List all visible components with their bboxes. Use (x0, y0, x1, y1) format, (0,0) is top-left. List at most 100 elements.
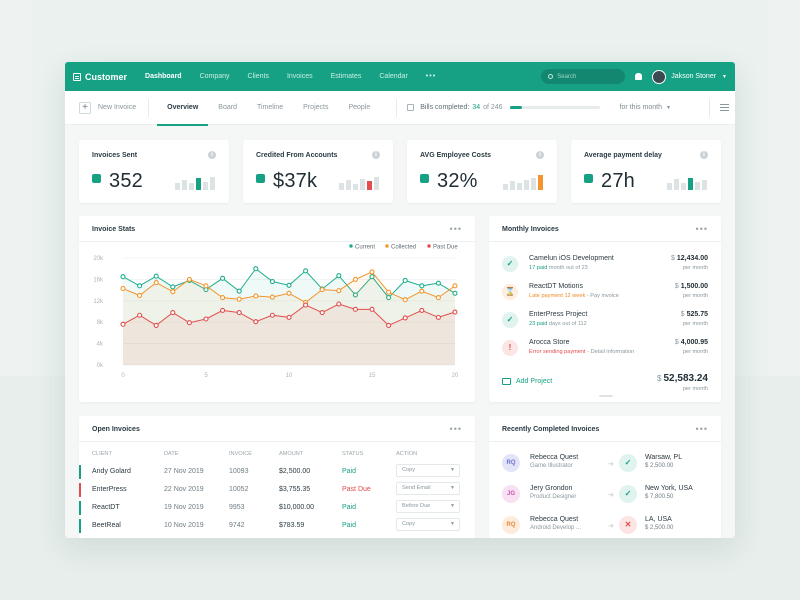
nav-clients[interactable]: Clients (247, 73, 269, 80)
action-select[interactable]: Copy ▼ (396, 464, 460, 477)
data-point[interactable] (352, 306, 358, 312)
table-row[interactable]: Andy Golard 27 Nov 2019 10093 $2,500.00 Paid… (79, 463, 475, 481)
table-row[interactable]: ReactDT 19 Nov 2019 9953 $10,000.00 Paid Befo… (79, 499, 475, 517)
monthly-invoice-item[interactable]: ✓ EnterPress Project 23 paid days out of 1… (502, 311, 708, 337)
kpi-card-credited[interactable]: Credited From Accounts i $37k (243, 140, 393, 203)
data-point[interactable] (369, 306, 375, 312)
data-point[interactable] (435, 295, 441, 301)
data-point[interactable] (419, 283, 425, 289)
scroll-indicator[interactable] (599, 395, 613, 397)
info-icon[interactable]: i (208, 151, 216, 159)
nav-company[interactable]: Company (199, 73, 230, 80)
data-point[interactable] (452, 290, 458, 296)
data-point[interactable] (203, 316, 209, 322)
tab-people[interactable]: People (348, 104, 371, 111)
data-point[interactable] (303, 302, 309, 308)
monthly-invoice-item[interactable]: ⌛ ReactDT Motions Late payment 12 week - P… (502, 283, 708, 309)
data-point[interactable] (170, 289, 176, 295)
data-point[interactable] (369, 274, 375, 280)
status-detail[interactable]: - Detail information (585, 349, 635, 355)
monthly-invoice-item[interactable]: ✓ Camelun iOS Development 17 paid month ou… (502, 255, 708, 281)
bell-icon[interactable] (635, 73, 643, 80)
data-point[interactable] (386, 289, 392, 295)
recent-invoice-item[interactable]: RQ Rebecca Quest Game Illustrator ➜ ✓ Warsaw,… (502, 452, 708, 480)
info-icon[interactable]: i (372, 151, 380, 159)
data-point[interactable] (402, 315, 408, 321)
column-header-invoice[interactable]: Invoice (229, 451, 253, 457)
data-point[interactable] (120, 321, 126, 327)
chevron-down-icon[interactable]: ▼ (665, 104, 671, 111)
nav-invoices[interactable]: Invoices (286, 73, 313, 80)
tab-overview[interactable]: Overview (157, 91, 209, 126)
avatar[interactable] (652, 69, 667, 84)
data-point[interactable] (386, 295, 392, 301)
data-point[interactable] (137, 312, 143, 318)
data-point[interactable] (286, 282, 292, 288)
search-input[interactable]: Search (541, 69, 626, 84)
data-point[interactable] (435, 280, 441, 286)
data-point[interactable] (286, 290, 292, 296)
data-point[interactable] (236, 288, 242, 294)
data-point[interactable] (402, 297, 408, 303)
data-point[interactable] (137, 292, 143, 299)
data-point[interactable] (170, 284, 176, 290)
data-point[interactable] (336, 273, 342, 279)
nav-dashboard[interactable]: Dashboard (145, 73, 182, 80)
data-point[interactable] (220, 275, 226, 281)
data-point[interactable] (153, 280, 159, 286)
data-point[interactable] (236, 310, 242, 316)
data-point[interactable] (286, 314, 292, 320)
data-point[interactable] (435, 314, 441, 320)
data-point[interactable] (386, 322, 392, 328)
column-header-action[interactable]: Action (396, 451, 418, 457)
column-header-client[interactable]: Client (92, 451, 112, 457)
data-point[interactable] (120, 285, 126, 292)
hamburger-menu-button[interactable] (709, 98, 729, 117)
recent-invoice-item[interactable]: JG Jery Grondon Product Designer ➜ ✓ New York… (502, 483, 708, 511)
action-select[interactable]: Send Email ▼ (396, 482, 460, 495)
data-point[interactable] (352, 292, 358, 298)
more-options-button[interactable]: ••• (449, 224, 462, 234)
data-point[interactable] (369, 269, 375, 275)
data-point[interactable] (170, 310, 176, 316)
data-point[interactable] (220, 307, 226, 313)
recent-invoice-item[interactable]: RQ Rebecca Quest Android Develop ... ➜ ✕ LA, … (502, 514, 708, 538)
kpi-card-employee-costs[interactable]: AVG Employee Costs i 32% (407, 140, 557, 203)
data-point[interactable] (452, 309, 458, 315)
monthly-invoice-item[interactable]: ! Arocca Store Error sending payment - Det… (502, 339, 708, 365)
column-header-date[interactable]: Date (164, 451, 179, 457)
action-select[interactable]: Copy ▼ (396, 518, 460, 531)
info-icon[interactable]: i (700, 151, 708, 159)
tab-projects[interactable]: Projects (303, 104, 329, 111)
nav-calendar[interactable]: Calendar (379, 73, 408, 80)
data-point[interactable] (186, 320, 192, 326)
status-highlight[interactable]: Late payment 12 week (529, 293, 586, 299)
new-invoice-button[interactable]: + New Invoice (79, 98, 150, 117)
nav-more-button[interactable]: ••• (425, 73, 437, 80)
more-options-button[interactable]: ••• (695, 424, 708, 434)
column-header-status[interactable]: Status (342, 451, 364, 457)
data-point[interactable] (153, 322, 159, 328)
data-point[interactable] (253, 293, 259, 299)
data-point[interactable] (269, 294, 275, 300)
nav-estimates[interactable]: Estimates (330, 73, 362, 80)
data-point[interactable] (269, 312, 275, 318)
more-options-button[interactable]: ••• (449, 424, 462, 434)
data-point[interactable] (452, 283, 458, 289)
add-project-button[interactable]: Add Project (502, 378, 552, 385)
legend-label[interactable]: Collected (391, 245, 416, 251)
data-point[interactable] (236, 296, 242, 302)
data-point[interactable] (269, 278, 275, 285)
data-point[interactable] (319, 310, 325, 316)
status-highlight[interactable]: Error sending payment (529, 349, 586, 355)
data-point[interactable] (336, 301, 342, 307)
legend-label[interactable]: Current (355, 245, 375, 251)
action-select[interactable]: Before Due ▼ (396, 500, 460, 513)
status-detail[interactable]: - Pay invoice (585, 293, 619, 299)
tab-board[interactable]: Board (218, 104, 237, 111)
column-header-amount[interactable]: Amount (279, 451, 304, 457)
data-point[interactable] (137, 283, 143, 289)
table-row[interactable]: BeetReal 10 Nov 2019 9742 $783.59 Paid Copy ▼ (79, 517, 475, 535)
data-point[interactable] (253, 266, 259, 272)
data-point[interactable] (120, 274, 126, 280)
